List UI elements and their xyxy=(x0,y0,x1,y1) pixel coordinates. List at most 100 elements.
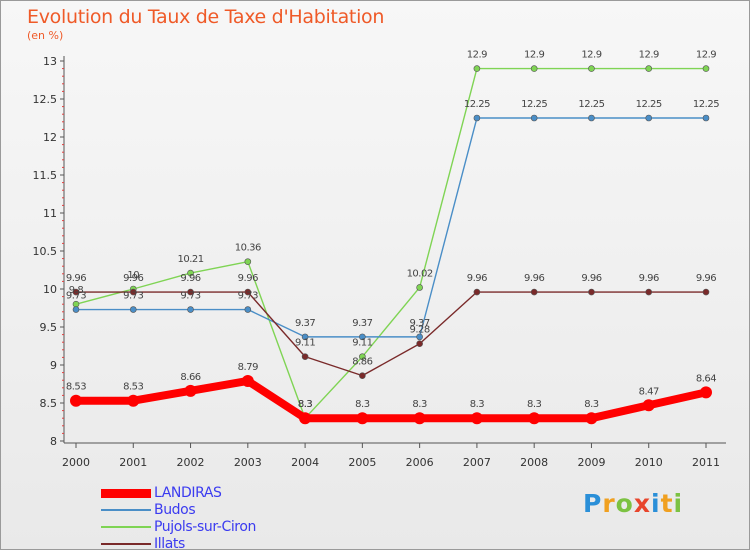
legend-label-pujols: Pujols-sur-Ciron xyxy=(154,519,256,535)
data-point-landiras xyxy=(528,412,541,425)
y-tick-label: 12.5 xyxy=(33,93,58,106)
x-tick-label: 2011 xyxy=(692,456,720,469)
x-tick-label: 2000 xyxy=(62,456,90,469)
data-point-landiras xyxy=(585,412,598,425)
legend-item-budos: Budos xyxy=(101,502,256,519)
data-point-pujols-sur-ciron xyxy=(473,65,481,72)
data-point-pujols-sur-ciron xyxy=(416,284,423,291)
y-tick-label: 10 xyxy=(43,283,57,296)
data-label-landiras: 8.53 xyxy=(123,382,143,393)
data-label-budos: 12.25 xyxy=(636,99,662,110)
data-label-pujols-sur-ciron: 10.21 xyxy=(177,254,203,265)
axes: 8 8.5 9 9.5 10 10.5 11 11.5 12 12.5 13 2000 2001 2002… xyxy=(33,55,726,469)
logo-letter: o xyxy=(615,489,634,518)
data-point-landiras xyxy=(470,412,483,425)
y-tick-label: 8 xyxy=(50,435,57,448)
data-point-landiras xyxy=(356,412,369,425)
data-label-illats: 9.28 xyxy=(410,325,430,336)
data-label-pujols-sur-ciron: 12.9 xyxy=(696,50,716,61)
logo-letter: i xyxy=(651,489,661,518)
legend-swatch-illats xyxy=(101,543,151,545)
data-point-landiras xyxy=(70,394,82,407)
legend-label-illats: Illats xyxy=(154,536,185,552)
data-label-budos: 9.73 xyxy=(180,291,200,302)
y-tick-label: 9.5 xyxy=(40,321,58,334)
data-point-budos xyxy=(530,114,538,122)
data-label-illats: 9.11 xyxy=(295,338,315,349)
data-point-pujols-sur-ciron xyxy=(187,269,194,277)
x-tick-label: 2005 xyxy=(348,456,376,469)
data-label-illats: 9.96 xyxy=(238,273,258,284)
data-point-illats xyxy=(645,288,653,296)
data-point-illats xyxy=(416,340,423,348)
data-label-illats: 9.96 xyxy=(696,273,716,284)
series-line-pujols-sur-ciron xyxy=(75,67,707,419)
unit-label: (en %) xyxy=(27,29,64,42)
data-point-pujols-sur-ciron xyxy=(702,65,710,72)
x-tick-label: 2009 xyxy=(577,456,605,469)
x-tick-label: 2002 xyxy=(177,456,205,469)
data-label-illats: 9.96 xyxy=(123,273,143,284)
logo-letter: r xyxy=(602,489,616,518)
data-point-illats xyxy=(702,288,710,296)
data-point-budos xyxy=(129,306,137,313)
data-point-landiras xyxy=(299,412,312,425)
logo-letter: i xyxy=(673,489,684,518)
data-point-budos xyxy=(72,306,80,313)
y-tick-label: 11.5 xyxy=(33,169,58,182)
data-label-budos: 12.25 xyxy=(464,99,490,110)
data-label-landiras: 8.3 xyxy=(527,399,542,410)
data-label-budos: 12.25 xyxy=(521,99,547,110)
legend-item-illats: Illats xyxy=(101,536,256,553)
data-label-pujols-sur-ciron: 8.3 xyxy=(298,399,313,410)
data-point-illats xyxy=(72,288,80,296)
x-tick-label: 2004 xyxy=(291,456,319,469)
x-tick-label: 2006 xyxy=(406,456,434,469)
data-point-illats xyxy=(588,288,595,296)
legend-swatch-pujols xyxy=(101,526,151,528)
data-point-budos xyxy=(645,114,653,122)
data-label-budos: 9.37 xyxy=(410,318,430,329)
data-point-illats xyxy=(244,288,252,296)
data-label-budos: 9.37 xyxy=(352,318,372,329)
data-point-pujols-sur-ciron xyxy=(588,65,595,72)
data-label-landiras: 8.3 xyxy=(355,399,370,410)
data-label-landiras: 8.47 xyxy=(639,386,659,397)
data-label-pujols-sur-ciron: 12.9 xyxy=(581,50,601,61)
data-label-pujols-sur-ciron: 12.9 xyxy=(639,50,659,61)
data-label-pujols-sur-ciron: 12.9 xyxy=(524,50,544,61)
legend-label-budos: Budos xyxy=(154,502,196,518)
legend-swatch-landiras xyxy=(101,488,151,498)
data-point-budos xyxy=(416,333,423,341)
data-point-pujols-sur-ciron xyxy=(645,65,653,72)
data-point-landiras xyxy=(413,412,426,425)
data-label-landiras: 8.3 xyxy=(584,399,599,410)
data-label-landiras: 8.3 xyxy=(298,399,313,410)
data-label-budos: 9.73 xyxy=(123,291,143,302)
data-label-illats: 9.96 xyxy=(581,273,601,284)
data-point-illats xyxy=(129,288,137,296)
data-point-budos xyxy=(301,333,309,341)
data-label-pujols-sur-ciron: 10 xyxy=(127,270,139,281)
data-label-budos: 12.25 xyxy=(693,99,719,110)
legend: LANDIRAS Budos Pujols-sur-Ciron Illats xyxy=(101,485,256,553)
y-tick-label: 11 xyxy=(43,207,57,220)
data-label-budos: 9.37 xyxy=(295,318,315,329)
data-label-landiras: 8.66 xyxy=(180,372,200,383)
logo-letter: x xyxy=(633,489,651,518)
data-point-budos xyxy=(702,114,710,122)
series-line-landiras xyxy=(72,376,710,423)
data-label-illats: 9.96 xyxy=(66,273,86,284)
data-point-illats xyxy=(301,353,309,360)
data-label-pujols-sur-ciron: 9.11 xyxy=(352,338,372,349)
data-label-budos: 9.73 xyxy=(238,291,258,302)
data-label-illats: 9.96 xyxy=(180,273,200,284)
data-label-budos: 12.25 xyxy=(578,99,604,110)
data-point-illats xyxy=(187,288,194,296)
y-tick-label: 12 xyxy=(43,131,57,144)
x-tick-label: 2008 xyxy=(520,456,548,469)
data-label-illats: 8.86 xyxy=(352,357,372,368)
legend-swatch-budos xyxy=(101,509,151,511)
